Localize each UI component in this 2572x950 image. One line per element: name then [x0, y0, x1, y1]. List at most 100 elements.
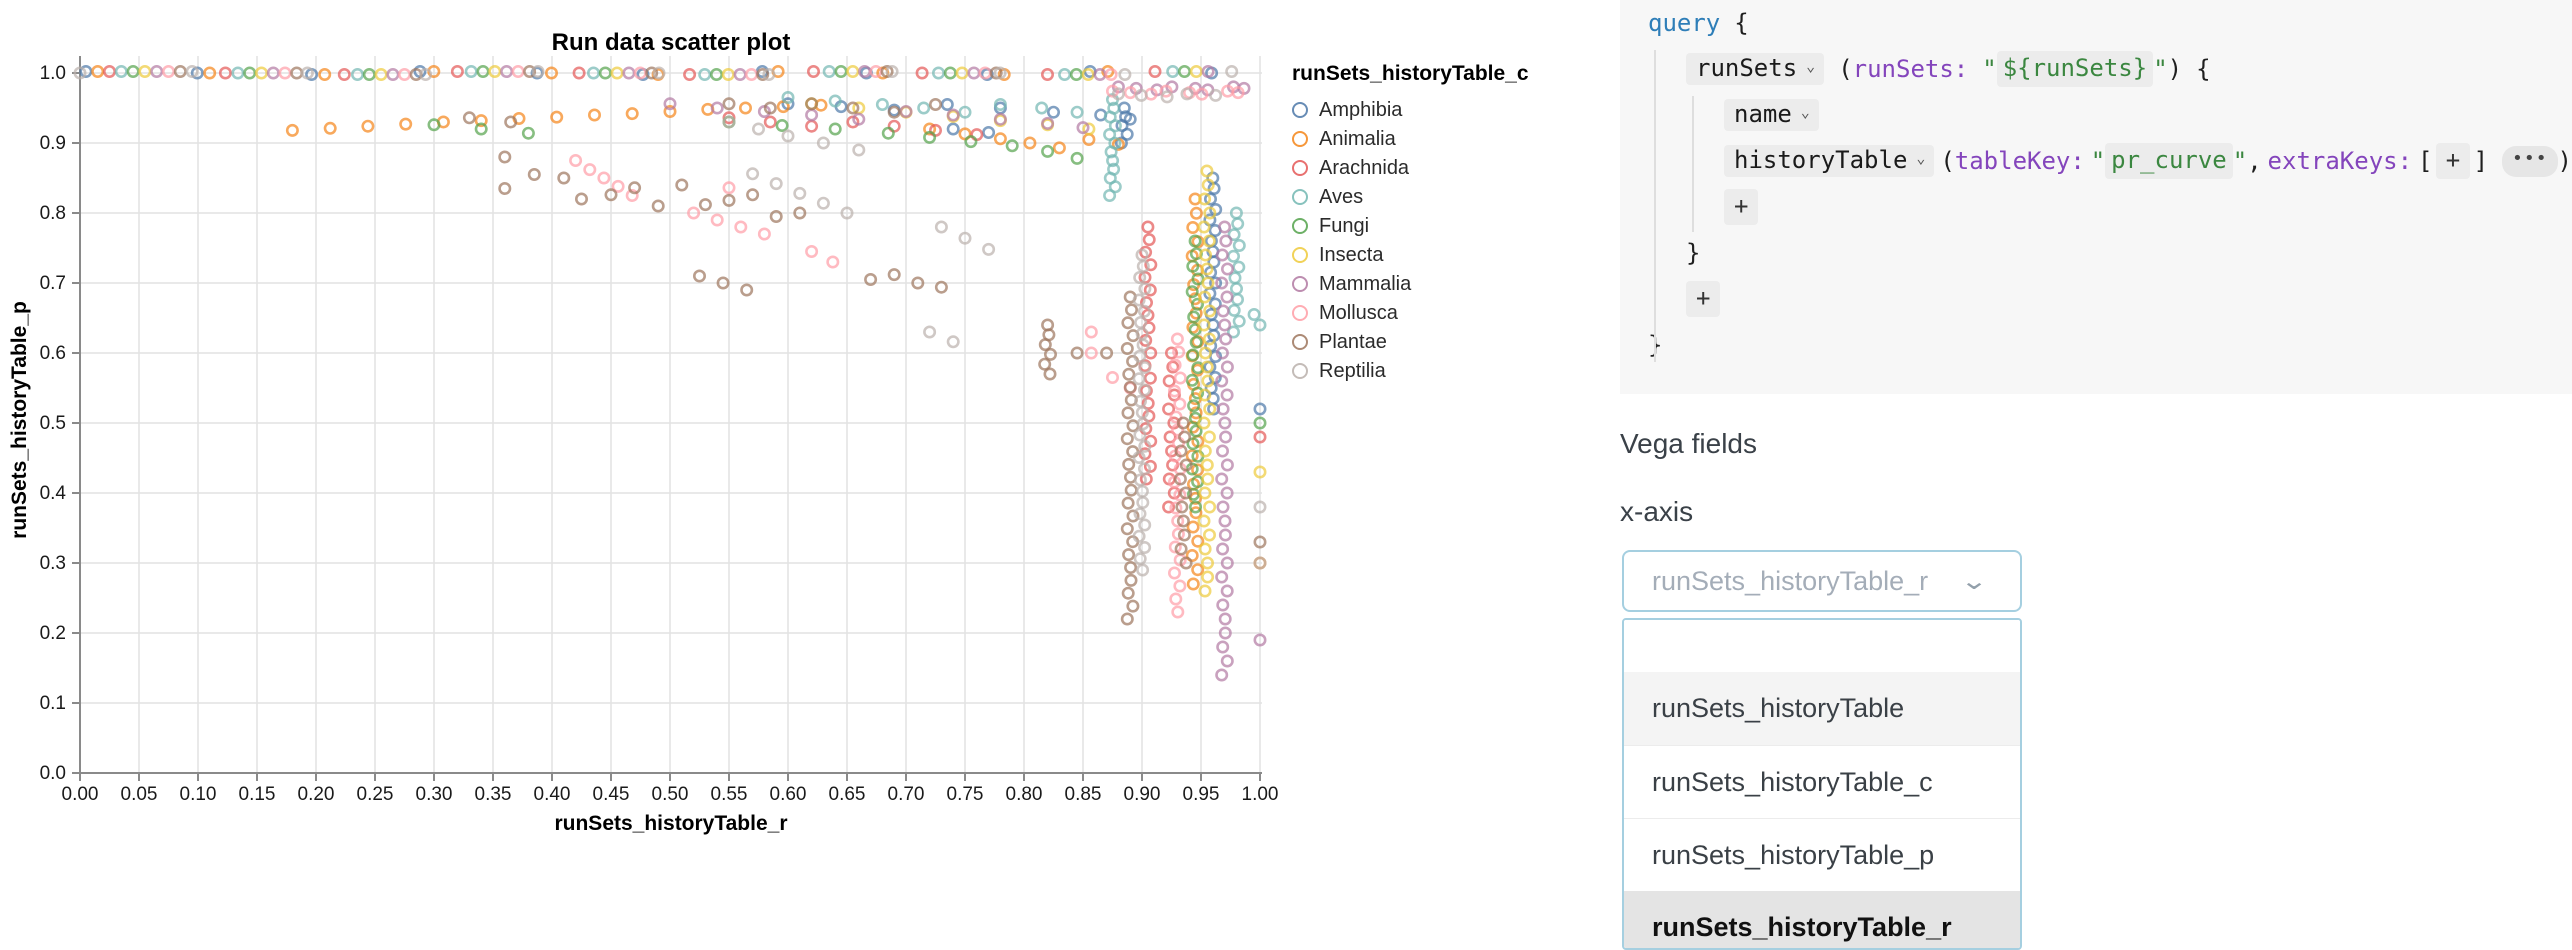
legend-label: Aves	[1319, 185, 1364, 208]
legend-swatch-icon	[1292, 101, 1308, 118]
dropdown-option[interactable]: runSets_historyTable	[1624, 672, 2020, 745]
vega-chart-panel: 0.00 0.05 0.10 0.15 0.20 0.25 0.30 0.35 0.40 0.45…	[8, 29, 1572, 835]
runsets-field-chip[interactable]: runSets ⌄	[1686, 53, 1825, 85]
indent-guide	[1692, 96, 1694, 232]
legend-swatch-icon	[1292, 362, 1308, 379]
svg-text:0.9: 0.9	[40, 133, 66, 154]
svg-text:runSets_historyTable_p: runSets_historyTable_p	[8, 301, 31, 539]
legend-label: Mollusca	[1319, 301, 1398, 324]
dropdown-search-input[interactable]	[1624, 620, 2020, 672]
code-line-historytable: historyTable ⌄(tableKey: " pr_curve ", extraK…	[1620, 138, 2572, 184]
add-extrakey-button[interactable]: +	[2435, 143, 2471, 179]
chevron-down-icon: ⌄	[1800, 102, 1810, 121]
legend-item: Insecta	[1292, 240, 1572, 269]
paren: (	[1940, 147, 1955, 175]
legend-items: Amphibia Animalia Arachnida Aves Fungi Insect…	[1292, 95, 1572, 385]
code-line-close-query: }	[1620, 322, 2572, 368]
runsets-value[interactable]: ${runSets}	[1996, 51, 2154, 87]
legend-label: Insecta	[1319, 243, 1384, 266]
indent-guide	[1654, 50, 1656, 362]
svg-text:1.00: 1.00	[1242, 784, 1279, 805]
legend-label: Amphibia	[1319, 98, 1403, 121]
svg-text:0.10: 0.10	[180, 784, 217, 805]
chevron-down-icon: ⌄	[1806, 56, 1816, 75]
query-keyword: query	[1648, 9, 1721, 37]
add-field-button[interactable]: +	[1724, 189, 1759, 225]
brace: {	[2196, 55, 2211, 83]
svg-text:0.5: 0.5	[40, 413, 66, 434]
svg-text:0.50: 0.50	[652, 784, 689, 805]
svg-text:0.40: 0.40	[534, 784, 571, 805]
legend-swatch-icon	[1292, 304, 1308, 321]
bracket: [	[2417, 147, 2433, 175]
quote: "	[1982, 55, 1997, 83]
legend-label: Animalia	[1319, 127, 1396, 150]
legend-item: Mammalia	[1292, 269, 1572, 298]
svg-text:Run data scatter plot: Run data scatter plot	[552, 29, 791, 56]
more-options-button[interactable]: •••	[2502, 145, 2558, 177]
legend-item: Mollusca	[1292, 298, 1572, 327]
chart-legend: runSets_historyTable_c Amphibia Animalia A…	[1292, 62, 1572, 385]
legend-item: Fungi	[1292, 211, 1572, 240]
code-line-add-block: +	[1620, 276, 2572, 322]
svg-text:0.1: 0.1	[40, 693, 66, 714]
code-line-runsets: runSets ⌄ (runSets: " ${runSets} ") {	[1620, 46, 2572, 92]
scatter-plot: 0.00 0.05 0.10 0.15 0.20 0.25 0.30 0.35 0.40 0.45…	[8, 29, 1279, 835]
svg-text:0.35: 0.35	[475, 784, 512, 805]
query-editor: query{ runSets ⌄(runSets: " ${runSets} "){ n…	[1620, 0, 2572, 394]
code-line-query: query {	[1620, 0, 2572, 46]
code-line-close-runsets: }	[1620, 230, 2572, 276]
legend-item: Amphibia	[1292, 95, 1572, 124]
code-line-name: name ⌄	[1620, 92, 2572, 138]
svg-text:0.25: 0.25	[357, 784, 394, 805]
legend-swatch-icon	[1292, 159, 1308, 176]
svg-text:1.0: 1.0	[40, 63, 66, 84]
arg-tablekey: tableKey:	[1954, 147, 2085, 175]
legend-item: Arachnida	[1292, 153, 1572, 182]
paren: )	[2557, 147, 2572, 175]
svg-text:0.15: 0.15	[239, 784, 276, 805]
arg-extrakeys: extraKeys:	[2267, 147, 2413, 175]
svg-text:0.55: 0.55	[711, 784, 748, 805]
svg-text:0.75: 0.75	[947, 784, 984, 805]
vega-fields-heading: Vega fields	[1620, 428, 1757, 459]
svg-text:0.95: 0.95	[1183, 784, 1220, 805]
legend-swatch-icon	[1292, 217, 1308, 234]
x-axis-select[interactable]: runSets_historyTable_r ⌄	[1622, 550, 2022, 612]
svg-text:0.8: 0.8	[40, 203, 66, 224]
svg-text:0.00: 0.00	[62, 784, 99, 805]
dropdown-option[interactable]: runSets_historyTable_c	[1624, 745, 2020, 818]
dropdown-option[interactable]: runSets_historyTable_r	[1624, 891, 2020, 948]
svg-text:0.6: 0.6	[40, 343, 66, 364]
svg-text:0.3: 0.3	[40, 553, 66, 574]
legend-swatch-icon	[1292, 333, 1308, 350]
historytable-field-chip[interactable]: historyTable ⌄	[1724, 145, 1935, 177]
name-field-chip[interactable]: name ⌄	[1724, 99, 1819, 131]
svg-text:runSets_historyTable_r: runSets_historyTable_r	[554, 812, 787, 835]
svg-text:0.20: 0.20	[298, 784, 335, 805]
legend-label: Plantae	[1319, 330, 1387, 353]
comma: ,	[2247, 147, 2262, 175]
legend-item: Plantae	[1292, 327, 1572, 356]
quote: "	[2090, 147, 2106, 175]
svg-text:0.2: 0.2	[40, 623, 66, 644]
dropdown-option[interactable]: runSets_historyTable_p	[1624, 818, 2020, 891]
legend-label: Arachnida	[1319, 156, 1410, 179]
legend-title: runSets_historyTable_c	[1292, 62, 1529, 85]
arg-runsets: runSets:	[1852, 55, 1969, 83]
legend-item: Reptilia	[1292, 356, 1572, 385]
svg-text:0.65: 0.65	[829, 784, 866, 805]
tablekey-value[interactable]: pr_curve	[2105, 143, 2233, 179]
add-block-button[interactable]: +	[1686, 281, 1721, 317]
x-axis-select-value: runSets_historyTable_r	[1652, 565, 1929, 596]
svg-text:0.45: 0.45	[593, 784, 630, 805]
code-line-add-field: +	[1620, 184, 2572, 230]
paren: (	[1838, 55, 1853, 83]
bracket: ]	[2473, 147, 2489, 175]
dropdown-options: runSets_historyTable runSets_historyTable…	[1624, 672, 2020, 948]
legend-label: Reptilia	[1319, 359, 1386, 382]
svg-text:0.0: 0.0	[40, 763, 66, 784]
legend-swatch-icon	[1292, 130, 1308, 147]
legend-label: Mammalia	[1319, 272, 1412, 295]
x-axis-field-label: x-axis	[1620, 496, 1694, 527]
